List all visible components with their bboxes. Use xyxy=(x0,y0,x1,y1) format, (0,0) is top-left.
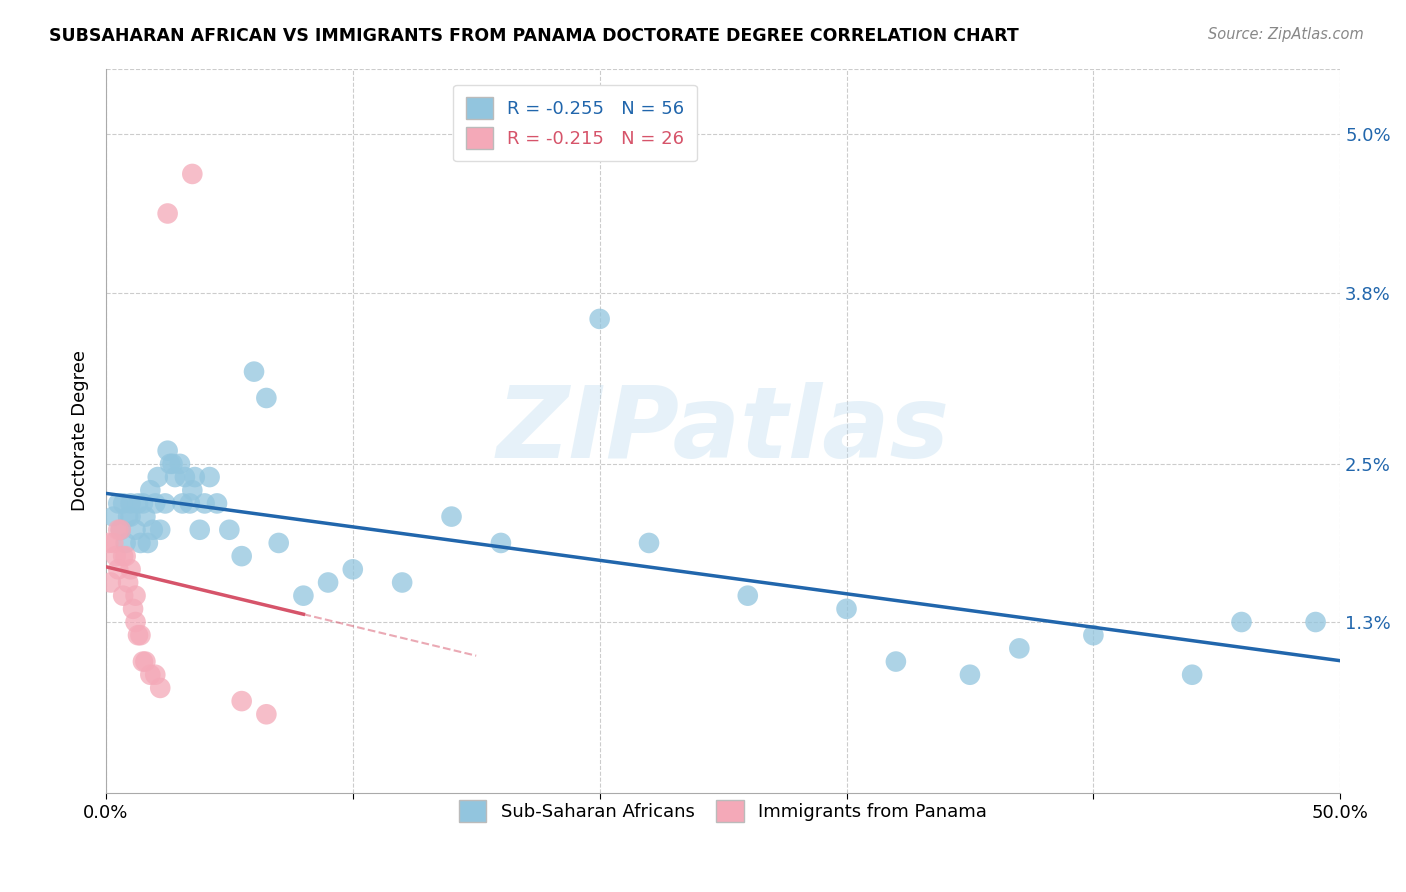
Point xyxy=(342,562,364,576)
Point xyxy=(117,509,139,524)
Point xyxy=(120,509,142,524)
Point xyxy=(149,681,172,695)
Point xyxy=(884,655,907,669)
Point xyxy=(181,167,204,181)
Point xyxy=(107,523,129,537)
Point xyxy=(124,589,146,603)
Point xyxy=(129,628,152,642)
Point xyxy=(588,312,610,326)
Point xyxy=(194,496,217,510)
Point xyxy=(110,523,132,537)
Point xyxy=(143,667,166,681)
Point xyxy=(489,536,512,550)
Point xyxy=(143,496,166,510)
Point xyxy=(112,496,135,510)
Point xyxy=(142,523,165,537)
Point xyxy=(120,496,142,510)
Point xyxy=(292,589,315,603)
Point xyxy=(959,667,981,681)
Point xyxy=(149,523,172,537)
Point xyxy=(254,707,277,722)
Point xyxy=(122,602,145,616)
Point xyxy=(112,589,135,603)
Point xyxy=(132,496,155,510)
Point xyxy=(440,509,463,524)
Point xyxy=(114,536,136,550)
Point xyxy=(1181,667,1204,681)
Point xyxy=(100,575,122,590)
Point xyxy=(391,575,413,590)
Point xyxy=(1008,641,1031,656)
Point xyxy=(129,536,152,550)
Point xyxy=(127,628,149,642)
Point xyxy=(112,549,135,563)
Point xyxy=(139,667,162,681)
Point xyxy=(638,536,661,550)
Point xyxy=(198,470,221,484)
Y-axis label: Doctorate Degree: Doctorate Degree xyxy=(72,351,89,511)
Point xyxy=(156,443,179,458)
Point xyxy=(107,562,129,576)
Point xyxy=(174,470,197,484)
Point xyxy=(124,615,146,629)
Point xyxy=(146,470,169,484)
Point xyxy=(110,523,132,537)
Point xyxy=(172,496,194,510)
Point xyxy=(114,549,136,563)
Point xyxy=(97,536,120,550)
Point xyxy=(205,496,228,510)
Point xyxy=(231,549,253,563)
Point xyxy=(254,391,277,405)
Point xyxy=(316,575,339,590)
Point xyxy=(218,523,240,537)
Point xyxy=(181,483,204,498)
Point xyxy=(162,457,184,471)
Point xyxy=(132,655,155,669)
Point xyxy=(117,575,139,590)
Point xyxy=(103,509,125,524)
Point xyxy=(124,523,146,537)
Point xyxy=(136,536,159,550)
Point xyxy=(267,536,290,550)
Point xyxy=(737,589,759,603)
Point xyxy=(243,365,266,379)
Point xyxy=(169,457,191,471)
Point xyxy=(139,483,162,498)
Point xyxy=(127,496,149,510)
Point xyxy=(188,523,211,537)
Point xyxy=(1083,628,1105,642)
Point xyxy=(159,457,181,471)
Point xyxy=(231,694,253,708)
Point xyxy=(163,470,186,484)
Point xyxy=(1305,615,1327,629)
Point xyxy=(179,496,201,510)
Point xyxy=(107,496,129,510)
Legend: Sub-Saharan Africans, Immigrants from Panama: Sub-Saharan Africans, Immigrants from Pa… xyxy=(447,788,1000,835)
Point xyxy=(134,655,156,669)
Point xyxy=(156,206,179,220)
Point xyxy=(1230,615,1253,629)
Point xyxy=(835,602,858,616)
Point xyxy=(184,470,207,484)
Point xyxy=(153,496,176,510)
Text: ZIPatlas: ZIPatlas xyxy=(496,383,949,479)
Point xyxy=(120,562,142,576)
Point xyxy=(134,509,156,524)
Point xyxy=(103,536,125,550)
Text: SUBSAHARAN AFRICAN VS IMMIGRANTS FROM PANAMA DOCTORATE DEGREE CORRELATION CHART: SUBSAHARAN AFRICAN VS IMMIGRANTS FROM PA… xyxy=(49,27,1019,45)
Point xyxy=(104,549,127,563)
Text: Source: ZipAtlas.com: Source: ZipAtlas.com xyxy=(1208,27,1364,42)
